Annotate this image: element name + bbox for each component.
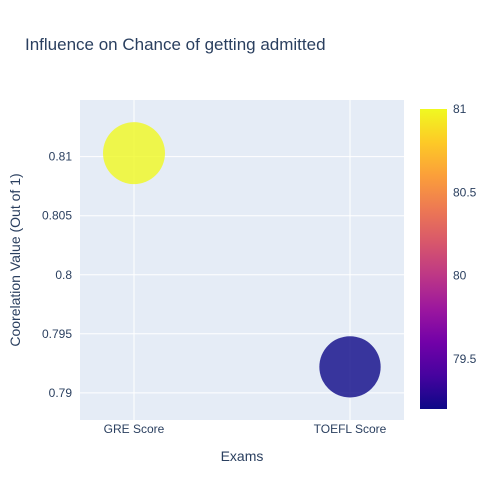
x-tick-label: TOEFL Score xyxy=(314,422,387,436)
colorbar-tick-label: 79.5 xyxy=(453,352,477,366)
colorbar-tick-label: 81 xyxy=(453,102,467,116)
x-axis-title: Exams xyxy=(221,448,264,464)
y-tick-label: 0.805 xyxy=(42,209,72,223)
data-marks xyxy=(103,122,381,398)
colorbar-tick-label: 80.5 xyxy=(453,185,477,199)
colorbar xyxy=(420,109,447,409)
x-tick-labels: GRE Score TOEFL Score xyxy=(104,422,387,436)
y-tick-label: 0.79 xyxy=(49,386,73,400)
y-tick-labels: 0.79 0.795 0.8 0.805 0.81 xyxy=(42,150,72,400)
colorbar-tick-labels: 79.5 80 80.5 81 xyxy=(453,102,477,366)
chart-title: Influence on Chance of getting admitted xyxy=(25,35,326,54)
y-tick-label: 0.81 xyxy=(49,150,73,164)
bubble-gre-score xyxy=(103,122,165,185)
colorbar-tick-label: 80 xyxy=(453,269,467,283)
y-axis-title: Coorelation Value (Out of 1) xyxy=(7,173,23,346)
y-tick-label: 0.795 xyxy=(42,327,72,341)
bubble-toefl-score xyxy=(319,336,381,398)
x-tick-label: GRE Score xyxy=(104,422,165,436)
y-tick-label: 0.8 xyxy=(55,268,72,282)
